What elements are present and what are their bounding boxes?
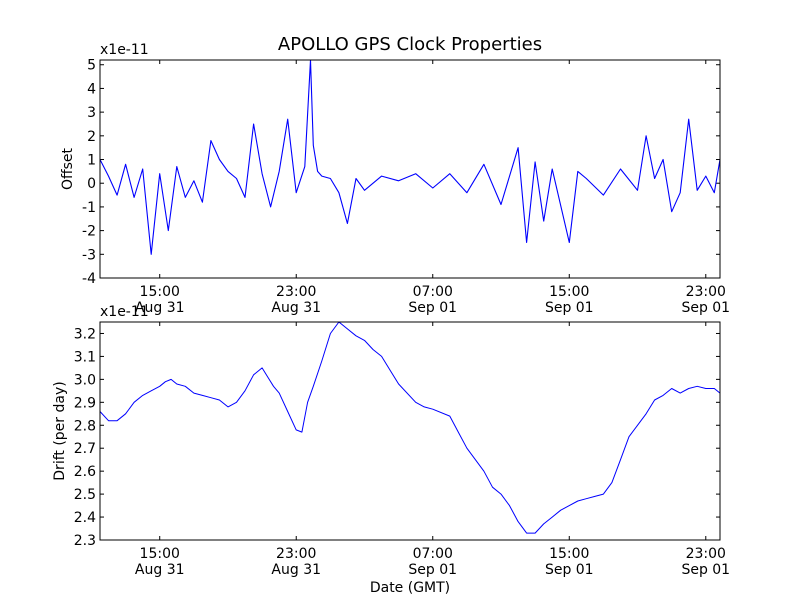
offset-axes-frame bbox=[99, 59, 721, 279]
drift-ytick-label: 3.1 bbox=[74, 349, 96, 365]
drift-xtick-time-label: 15:00 bbox=[140, 546, 180, 562]
drift-x-axis-label: Date (GMT) bbox=[370, 580, 450, 596]
drift-xtick-date-label: Aug 31 bbox=[271, 562, 321, 578]
offset-xtick-time-label: 07:00 bbox=[413, 284, 453, 300]
offset-xtick-date-label: Aug 31 bbox=[135, 300, 185, 316]
offset-multiplier: x1e-11 bbox=[100, 42, 149, 58]
drift-xtick-date-label: Sep 01 bbox=[681, 562, 730, 578]
offset-xtick-date-label: Aug 31 bbox=[271, 300, 321, 316]
offset-ytick-label: -1 bbox=[82, 200, 96, 216]
offset-ytick-label: -4 bbox=[82, 271, 96, 287]
offset-xtick-time-label: 15:00 bbox=[549, 284, 589, 300]
offset-ytick-label: 0 bbox=[87, 176, 96, 192]
offset-y-axis-label: Offset bbox=[60, 147, 76, 190]
drift-xtick-date-label: Aug 31 bbox=[135, 562, 185, 578]
drift-xtick-time-label: 23:00 bbox=[276, 546, 316, 562]
drift-xtick-date-label: Sep 01 bbox=[545, 562, 594, 578]
drift-ytick-label: 2.9 bbox=[74, 395, 96, 411]
drift-ytick-label: 2.5 bbox=[74, 487, 96, 503]
offset-xtick-time-label: 15:00 bbox=[140, 284, 180, 300]
offset-ytick-label: 4 bbox=[87, 81, 96, 97]
drift-xtick-time-label: 23:00 bbox=[686, 546, 726, 562]
offset-ytick-label: -3 bbox=[82, 247, 96, 263]
drift-xtick-date-label: Sep 01 bbox=[408, 562, 457, 578]
drift-xtick-time-label: 15:00 bbox=[549, 546, 589, 562]
chart-title: APOLLO GPS Clock Properties bbox=[278, 34, 542, 55]
drift-ytick-label: 3.0 bbox=[74, 372, 96, 388]
drift-axes-frame bbox=[99, 321, 721, 541]
offset-ytick-label: -2 bbox=[82, 224, 96, 240]
offset-xtick-time-label: 23:00 bbox=[686, 284, 726, 300]
offset-ytick-label: 1 bbox=[87, 153, 96, 169]
drift-y-axis-label: Drift (per day) bbox=[52, 381, 68, 480]
offset-xtick-time-label: 23:00 bbox=[276, 284, 316, 300]
offset-ytick-label: 3 bbox=[87, 105, 96, 121]
drift-ytick-label: 2.6 bbox=[74, 464, 96, 480]
drift-ytick-label: 2.8 bbox=[74, 418, 96, 434]
drift-multiplier: x1e-11 bbox=[100, 304, 149, 320]
drift-ytick-label: 2.4 bbox=[74, 510, 96, 526]
drift-ytick-label: 2.7 bbox=[74, 441, 96, 457]
offset-series-line bbox=[99, 59, 721, 255]
drift-ytick-label: 3.2 bbox=[74, 326, 96, 342]
offset-xtick-date-label: Sep 01 bbox=[408, 300, 457, 316]
offset-ytick-label: 2 bbox=[87, 129, 96, 145]
offset-ytick-label: 5 bbox=[87, 58, 96, 74]
offset-xtick-date-label: Sep 01 bbox=[681, 300, 730, 316]
drift-xtick-time-label: 07:00 bbox=[413, 546, 453, 562]
offset-xtick-date-label: Sep 01 bbox=[545, 300, 594, 316]
drift-ytick-label: 2.3 bbox=[74, 533, 96, 549]
drift-series-line bbox=[99, 321, 721, 534]
